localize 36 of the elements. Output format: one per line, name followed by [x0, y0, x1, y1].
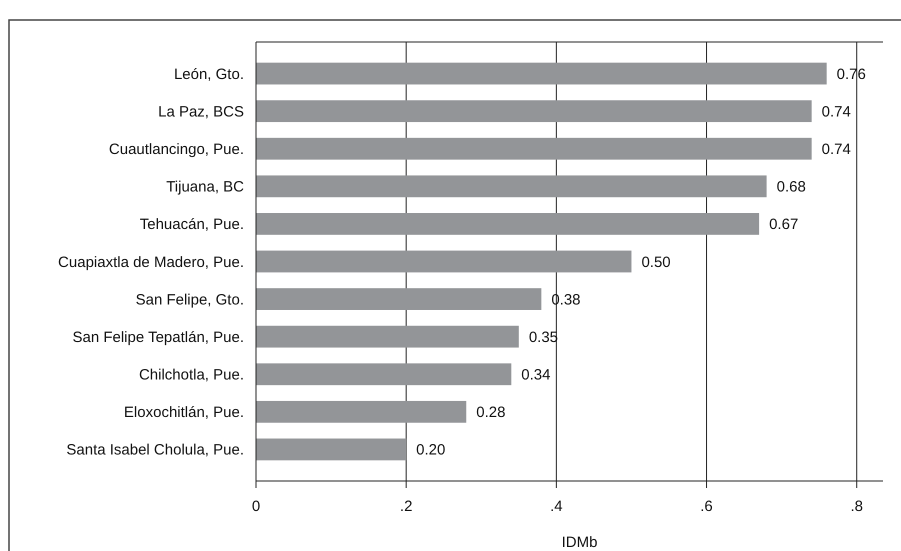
bar: [256, 100, 812, 122]
x-tick-label: .2: [400, 498, 412, 515]
data-label: 0.67: [769, 216, 798, 234]
y-tick-label: San Felipe Tepatlán, Pue.: [72, 328, 244, 346]
y-tick-label: San Felipe, Gto.: [136, 291, 244, 308]
bar: [256, 175, 767, 198]
bar: [256, 400, 466, 423]
y-tick-label: Cuapiaxtla de Madero, Pue.: [58, 254, 244, 271]
x-axis-title: IDMb: [562, 534, 598, 551]
bar: [256, 326, 519, 348]
data-label: 0.20: [416, 442, 446, 459]
y-tick-label: Cuautlancingo, Pue.: [108, 140, 244, 158]
x-tick-label: .4: [550, 498, 563, 515]
bar: [256, 62, 827, 84]
data-label: 0.34: [521, 366, 551, 384]
data-label: 0.74: [822, 103, 851, 120]
data-label: 0.50: [641, 254, 671, 271]
y-tick-label: La Paz, BCS: [158, 103, 244, 120]
bar: [256, 438, 406, 460]
bar: [256, 363, 512, 386]
y-tick-label: Tijuana, BC: [166, 178, 244, 196]
bar: [256, 213, 760, 235]
data-label: 0.28: [476, 404, 506, 422]
y-tick-label: Chilchotla, Pue.: [138, 366, 244, 384]
y-tick-label: Santa Isabel Cholula, Pue.: [66, 442, 244, 459]
y-tick-label: Eloxochitlán, Pue.: [124, 404, 244, 422]
x-tick-label: .6: [700, 498, 713, 515]
x-tick-label: .8: [850, 498, 863, 515]
data-label: 0.74: [822, 140, 851, 158]
bar: [256, 250, 632, 272]
y-tick-label: León, Gto.: [174, 66, 244, 83]
y-tick-label: Tehuacán, Pue.: [140, 216, 244, 234]
bar: [256, 138, 812, 160]
bar: [256, 288, 542, 310]
x-tick-label: 0: [252, 498, 260, 515]
data-label: 0.68: [776, 178, 806, 196]
